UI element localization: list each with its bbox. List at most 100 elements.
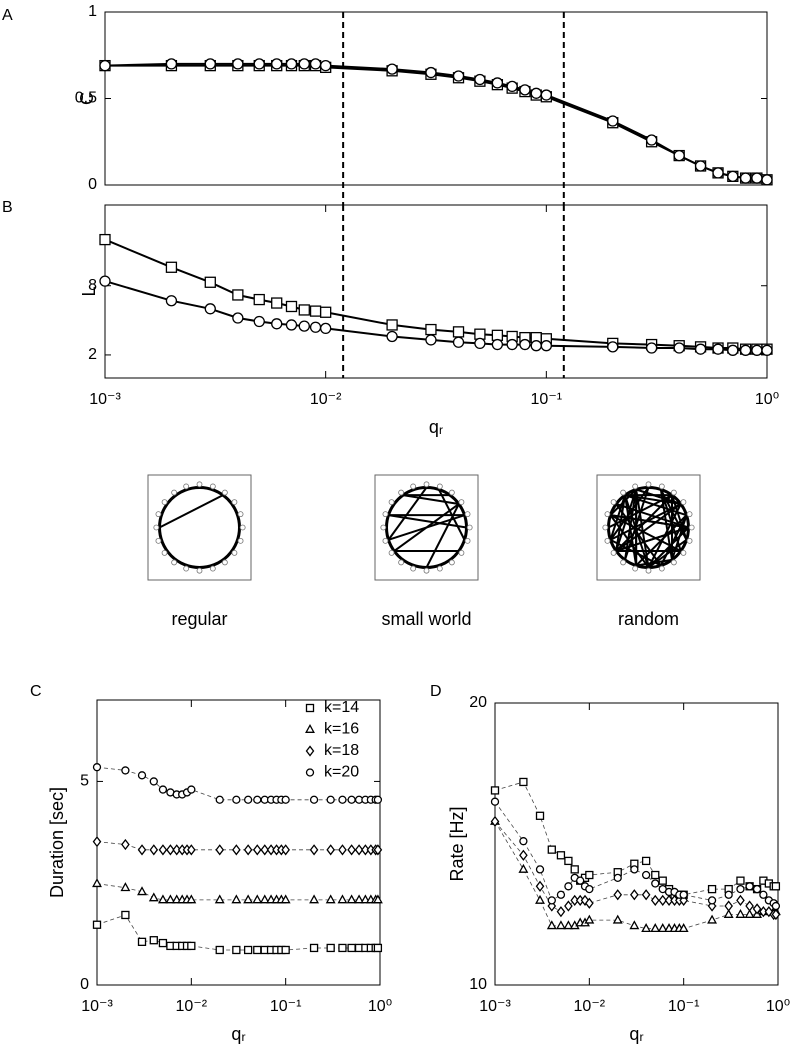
marker (712, 167, 724, 179)
marker (506, 80, 518, 93)
marker (372, 894, 383, 904)
network-edge (609, 486, 650, 541)
network-node (686, 537, 693, 544)
marker (309, 795, 319, 804)
panel-label: C (30, 683, 42, 700)
marker (373, 795, 383, 804)
marker (309, 321, 322, 333)
marker (641, 889, 651, 901)
marker (325, 894, 336, 904)
marker (658, 876, 667, 885)
marker (707, 914, 718, 924)
network-node (183, 565, 190, 572)
marker (260, 844, 270, 856)
legend-marker (305, 723, 315, 733)
plot-frame (494, 702, 779, 986)
marker (243, 945, 253, 955)
series-line (104, 280, 767, 352)
marker (373, 844, 383, 856)
marker (535, 880, 545, 892)
y-tick-label: 0.5 (75, 90, 97, 107)
marker (309, 943, 319, 953)
network-node (632, 483, 639, 490)
marker (281, 945, 290, 955)
x-tick-label: 10⁻³ (81, 998, 113, 1015)
marker (121, 910, 130, 920)
marker (157, 894, 168, 904)
marker (166, 844, 175, 856)
network-node (604, 511, 611, 518)
network-node (380, 524, 387, 531)
marker (337, 894, 348, 904)
y-tick-label: 1 (88, 3, 97, 20)
marker (744, 908, 755, 918)
series-line (105, 64, 768, 181)
y-tick-label: 5 (80, 773, 89, 790)
marker (253, 315, 265, 328)
marker (584, 914, 595, 924)
marker (165, 894, 176, 904)
marker (613, 889, 623, 901)
y-tick-label: 8 (88, 277, 97, 294)
marker (679, 890, 688, 899)
network-node (658, 565, 665, 572)
marker (373, 943, 383, 953)
marker (338, 943, 347, 953)
marker (727, 170, 739, 183)
network-edge (624, 494, 638, 566)
series-line (494, 821, 776, 929)
marker (613, 873, 622, 882)
network-frame (147, 474, 252, 581)
marker (165, 58, 178, 70)
network-node (448, 559, 455, 566)
marker (712, 343, 724, 355)
network-node (388, 499, 395, 506)
marker (280, 894, 291, 904)
network-edge (659, 489, 682, 552)
network-node (602, 524, 609, 531)
network-edge (402, 494, 460, 505)
marker (285, 300, 298, 313)
marker (556, 851, 566, 860)
network-node (221, 489, 228, 496)
marker (253, 945, 262, 955)
network-node (398, 489, 405, 496)
marker (752, 884, 762, 894)
marker (759, 890, 768, 899)
marker (253, 293, 265, 306)
marker (120, 882, 131, 892)
marker (158, 785, 168, 794)
marker (673, 149, 685, 162)
marker (187, 844, 196, 856)
marker (519, 849, 528, 861)
network-node (153, 524, 160, 531)
marker (338, 844, 347, 856)
marker (736, 894, 745, 907)
network-edge (615, 494, 626, 552)
network-node (610, 499, 617, 506)
x-tick-label: 10⁰ (755, 391, 779, 408)
network-node (620, 489, 627, 496)
x-tick-label: 10⁰ (368, 998, 392, 1015)
network-edge (635, 489, 650, 568)
marker (326, 795, 335, 804)
marker (347, 943, 356, 953)
network-node (645, 567, 652, 574)
network-node (221, 559, 228, 566)
x-axis-label: qᵣ (629, 1024, 643, 1044)
network-node (464, 537, 471, 544)
marker (739, 344, 752, 356)
marker (564, 856, 573, 866)
marker (386, 330, 398, 343)
network-node (382, 511, 389, 518)
marker (232, 289, 244, 301)
marker (92, 836, 102, 848)
network-node (423, 481, 430, 488)
y-axis-label: Duration [sec] (47, 787, 67, 898)
marker (285, 319, 298, 331)
marker (347, 795, 356, 804)
marker (347, 844, 356, 856)
marker (761, 174, 773, 186)
marker (425, 323, 437, 336)
